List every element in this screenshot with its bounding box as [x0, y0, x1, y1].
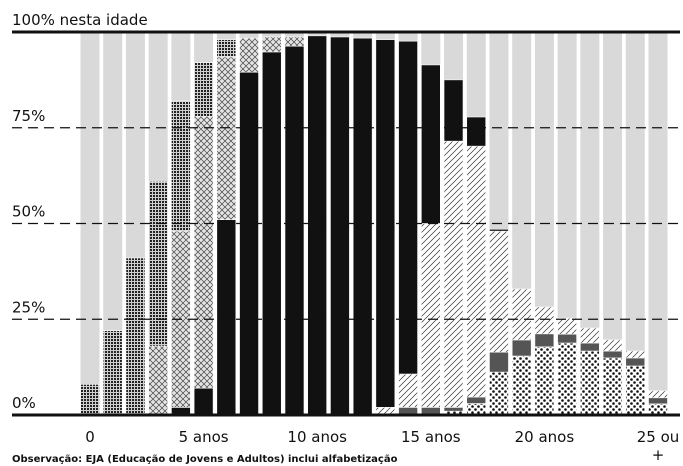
bar-segment [398, 373, 418, 408]
bar-segment [216, 56, 237, 220]
bar-segment [148, 345, 168, 416]
bar-segment [557, 333, 577, 344]
bar-segment [602, 357, 623, 416]
bar-segment [330, 36, 350, 416]
bar-segment [148, 181, 168, 347]
bar-segment [443, 407, 464, 412]
bar-segment [420, 64, 441, 224]
y-tick-label: 0% [12, 394, 36, 412]
y-tick-label: 75% [12, 107, 45, 125]
bar-segment [193, 387, 214, 416]
bar-segment [239, 71, 259, 416]
x-tick-label: 20 anos [514, 428, 575, 446]
bar-segment [557, 342, 577, 416]
bar-segment [534, 346, 555, 416]
x-tick-label: 15 anos [401, 428, 461, 446]
bar-segment [216, 219, 237, 416]
bar-segment [261, 51, 282, 416]
footnote: Observação: EJA (Educação de Jovens e Ad… [12, 454, 398, 465]
bar-segment [625, 350, 646, 359]
bar-segment [580, 327, 600, 344]
bar-segment [534, 306, 555, 335]
bar-segment [489, 228, 509, 232]
bar-segment [648, 403, 668, 416]
bar-segment [489, 371, 509, 416]
bar-segment [466, 145, 487, 398]
bar-segment [511, 339, 532, 357]
bar-segment [216, 39, 237, 58]
bar-segment [580, 350, 600, 416]
bar-segment [534, 333, 555, 348]
bar-segment [602, 350, 623, 359]
x-tick-label: 10 anos [287, 428, 347, 446]
bar-segment [648, 390, 668, 399]
bar-segment [466, 403, 487, 416]
bar-segment [261, 36, 282, 53]
bar-segment [443, 140, 464, 408]
bar-segment [102, 330, 123, 416]
bar-segment [466, 116, 487, 147]
bar-segment [511, 288, 532, 341]
bar-segment [125, 257, 146, 416]
bar-segment [307, 35, 328, 416]
y-tick-label: 50% [12, 203, 45, 221]
bar-segment [625, 365, 646, 416]
bar-segment [648, 397, 668, 405]
bar-segment [193, 62, 214, 117]
bar-segment [80, 384, 100, 416]
bar-segment [489, 230, 509, 353]
bar-segment [602, 339, 623, 352]
y-tick-label: 100% nesta idade [12, 11, 148, 29]
bar-segment [398, 40, 418, 375]
bar-segment [239, 37, 259, 73]
bar-segment [420, 223, 441, 408]
bar-segment [466, 396, 487, 404]
x-tick-label: 5 anos [178, 428, 229, 446]
y-tick-label: 25% [12, 298, 45, 316]
bar-segment [625, 357, 646, 367]
bar-segment [557, 317, 577, 335]
bar-segment [171, 100, 191, 232]
x-tick-label: 25 ou + [636, 428, 680, 464]
bar-segment [284, 45, 305, 416]
bar-segment [284, 36, 305, 47]
x-tick-label: 0 [85, 428, 95, 446]
bar-segment [580, 342, 600, 352]
bar-segment [443, 79, 464, 142]
bar-segment [352, 37, 373, 416]
bar-segment [193, 115, 214, 389]
bar-segment [511, 355, 532, 416]
bar-segment [489, 351, 509, 373]
